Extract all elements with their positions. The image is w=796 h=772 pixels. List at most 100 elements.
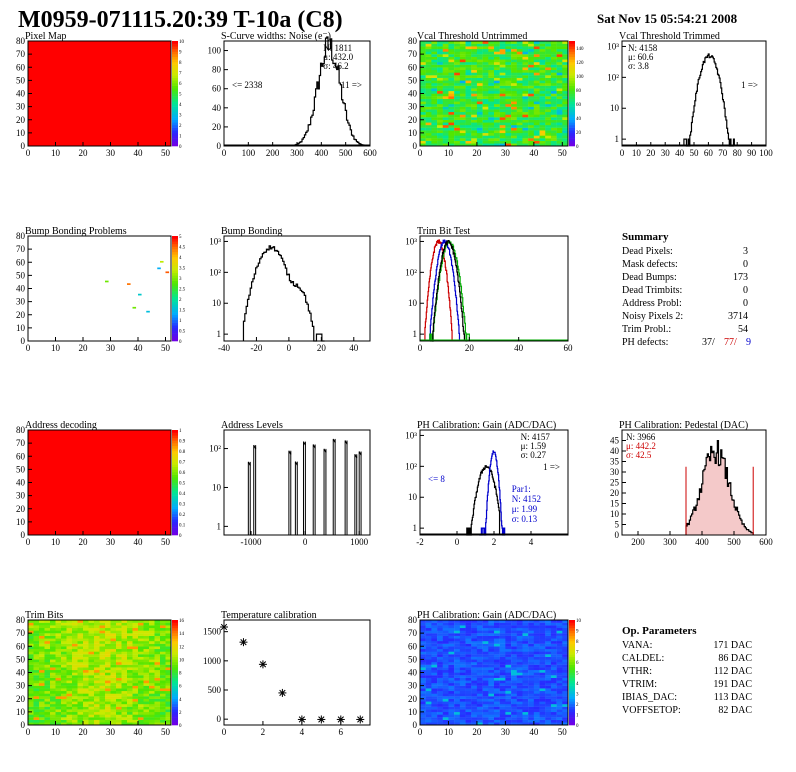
heatmap-cell — [44, 688, 51, 692]
heatmap-cell — [420, 680, 426, 684]
heatmap-cell — [511, 140, 517, 144]
heatmap-cell — [459, 56, 466, 60]
heatmap-cell — [442, 51, 449, 55]
heatmap-cell — [494, 143, 500, 147]
x-tick-label: 300 — [290, 148, 304, 158]
heatmap-cell — [550, 80, 557, 84]
heatmap-cell — [511, 54, 517, 57]
heatmap-cell — [425, 80, 432, 84]
heatmap-cell — [448, 125, 455, 128]
heatmap-cell — [465, 130, 472, 134]
heatmap-cell — [154, 701, 161, 705]
heatmap-cell — [138, 648, 144, 652]
heatmap-cell — [533, 641, 540, 644]
heatmap-cell — [562, 48, 569, 52]
heatmap-cell — [44, 709, 51, 713]
heatmap-cell — [138, 638, 144, 642]
heatmap-cell — [77, 620, 84, 623]
heatmap-cell — [516, 711, 523, 715]
heatmap-cell — [127, 635, 133, 639]
heatmap-cell — [33, 690, 40, 694]
heatmap-cell — [471, 656, 478, 660]
heatmap-cell — [420, 101, 426, 105]
heatmap-cell — [556, 706, 563, 710]
heatmap-cell — [154, 662, 161, 665]
heatmap-cell — [425, 125, 432, 128]
heatmap-cell — [99, 633, 106, 636]
colorbar-cell — [172, 448, 178, 452]
heatmap-cell — [488, 46, 495, 50]
heatmap-cell — [431, 656, 438, 660]
heatmap-cell — [550, 51, 557, 55]
heatmap-cell — [465, 56, 472, 60]
heatmap-cell — [522, 109, 529, 113]
heatmap-cell — [545, 675, 552, 678]
heatmap-cell — [425, 680, 432, 684]
heatmap-cell — [459, 669, 466, 673]
colorbar-label: 4.5 — [179, 246, 186, 251]
heatmap-cell — [511, 48, 517, 52]
heatmap-cell — [77, 662, 84, 665]
heatmap-cell — [420, 625, 426, 629]
x-tick-label: 600 — [759, 537, 773, 547]
heatmap-cell — [516, 127, 523, 131]
heatmap-cell — [465, 54, 472, 57]
heatmap-cell — [425, 690, 432, 694]
heatmap-cell — [165, 709, 172, 713]
heatmap-cell — [127, 722, 133, 726]
heatmap-cell — [550, 132, 557, 136]
heatmap-cell — [72, 659, 78, 663]
colorbar-cell — [569, 85, 575, 89]
heatmap-cell — [138, 685, 144, 689]
heatmap-cell — [77, 627, 84, 631]
heatmap-cell — [127, 690, 133, 694]
heatmap-cell — [66, 648, 73, 652]
heatmap-cell — [488, 680, 495, 684]
heatmap-cell — [459, 656, 466, 660]
heatmap-cell — [110, 630, 117, 634]
heatmap-cell — [105, 625, 111, 629]
heatmap-cell — [94, 646, 100, 650]
heatmap-cell — [476, 672, 483, 676]
heatmap-cell — [420, 140, 426, 144]
heatmap-cell — [425, 675, 432, 678]
colorbar-cell — [569, 119, 575, 123]
heatmap-cell — [471, 664, 478, 668]
heatmap-cell — [511, 90, 517, 94]
heatmap-cell — [482, 140, 489, 144]
heatmap-cell — [442, 706, 449, 710]
heatmap-cell — [522, 75, 529, 78]
colorbar-cell — [569, 698, 575, 702]
heatmap-cell — [522, 709, 529, 713]
heatmap-cell — [431, 693, 438, 697]
x-tick-label: 20 — [472, 148, 482, 158]
x-tick-label: 0 — [418, 148, 423, 158]
heatmap-cell — [105, 641, 111, 644]
marker-stroke — [337, 716, 344, 723]
heatmap-cell — [110, 706, 117, 710]
heatmap-cell — [556, 143, 563, 147]
heatmap-cell — [545, 117, 552, 120]
heatmap-cell — [459, 98, 466, 102]
heatmap-cell — [533, 41, 540, 44]
colorbar-cell — [172, 101, 178, 105]
heatmap-cell — [437, 714, 443, 718]
heatmap-cell — [476, 117, 483, 120]
heatmap-cell — [471, 638, 478, 642]
heatmap-cell — [61, 698, 67, 702]
heatmap-cell — [499, 104, 506, 107]
colorbar-cell — [172, 306, 178, 310]
x-tick-label: 50 — [161, 537, 171, 547]
heatmap-cell — [533, 659, 540, 663]
colorbar-cell — [172, 445, 178, 449]
heatmap-cell — [550, 677, 557, 681]
heatmap-cell — [442, 672, 449, 676]
heatmap-cell — [471, 59, 478, 63]
heatmap-cell — [437, 664, 443, 668]
y-tick-label: 70 — [16, 438, 26, 448]
heatmap-cell — [476, 677, 483, 681]
heatmap-cell — [425, 72, 432, 76]
heatmap-cell — [138, 622, 144, 626]
heatmap-cell — [539, 693, 546, 697]
heatmap-cell — [160, 698, 166, 702]
